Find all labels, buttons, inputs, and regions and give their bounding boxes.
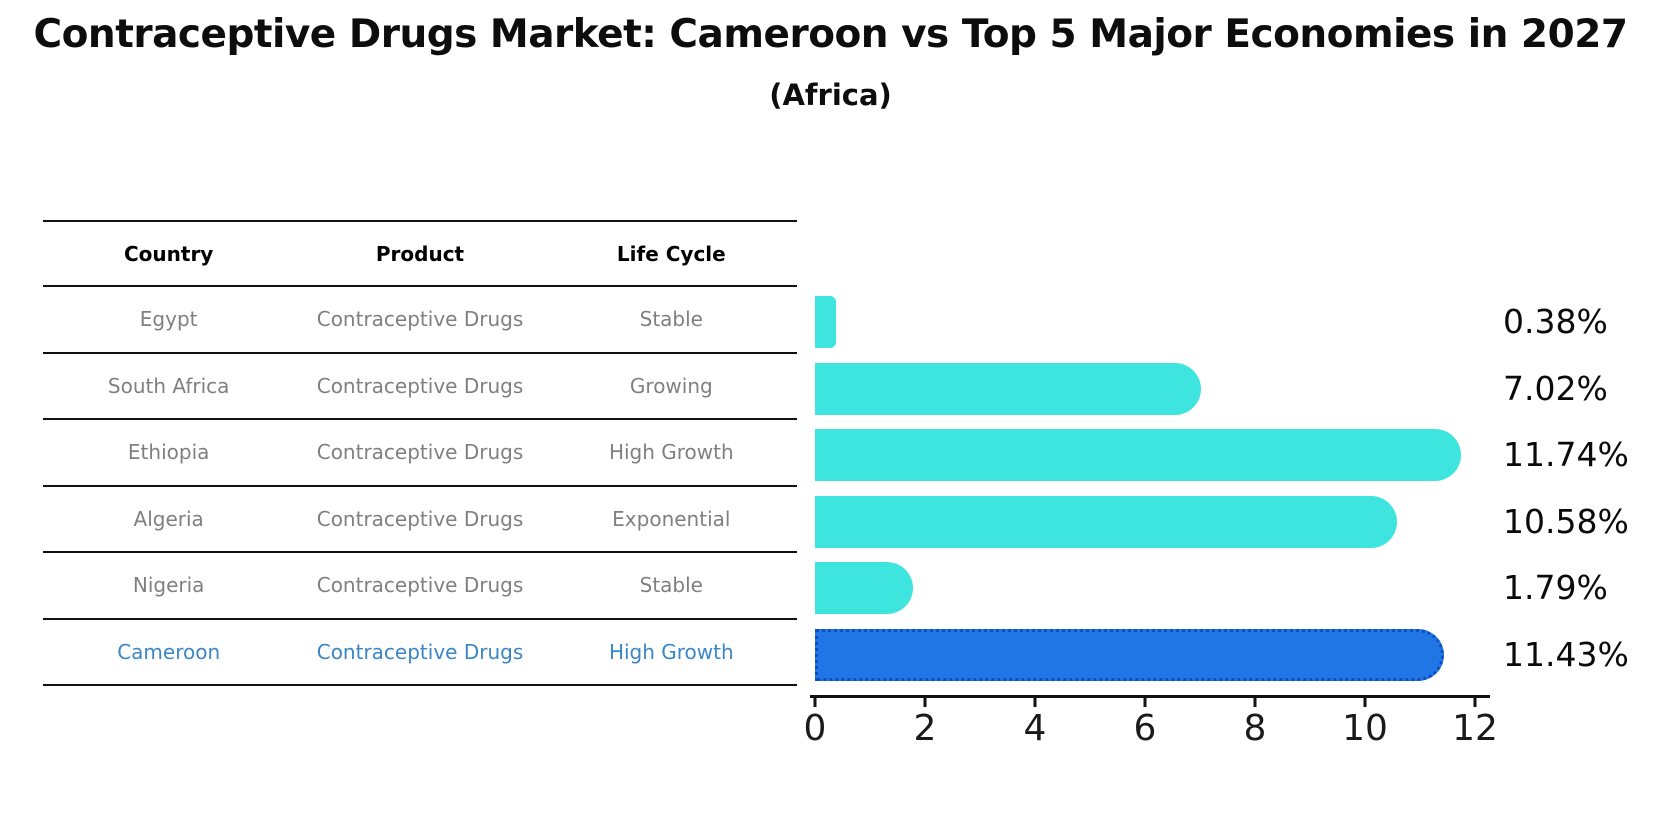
bar-row [815, 489, 1475, 556]
table-cell-lifecycle: Stable [639, 573, 703, 598]
x-axis-tick-label: 0 [803, 708, 827, 749]
bar-row [815, 289, 1475, 356]
x-axis-line [810, 695, 1490, 698]
column-header-country: Country [123, 241, 214, 266]
table-cell-product: Contraceptive Drugs [316, 573, 524, 598]
table-cell-country: Ethiopia [127, 440, 210, 465]
bar-value-label: 11.43% [1503, 634, 1629, 674]
bar-value-label: 0.38% [1503, 302, 1608, 341]
page-subtitle: (Africa) [769, 78, 892, 112]
x-axis-tick [923, 698, 927, 707]
x-axis-tick [1033, 698, 1037, 707]
bar-value-label: 1.79% [1503, 568, 1608, 607]
table-cell-country: South Africa [107, 373, 230, 398]
bar-algeria [815, 495, 1397, 548]
table-cell-product: Contraceptive Drugs [316, 506, 524, 531]
x-axis-tick [1473, 698, 1477, 707]
bar-value-label: 7.02% [1503, 368, 1608, 408]
table-cell-country: Nigeria [132, 573, 205, 598]
bar-value-labels: 0.38% 7.02% 11.74% 10.58% 1.79% 11.43% [1503, 289, 1659, 688]
x-axis-tick-label: 4 [1023, 708, 1047, 749]
table-header-row: Country Product Life Cycle [43, 220, 797, 287]
table-cell-product: Contraceptive Drugs [316, 639, 524, 664]
table-row: Nigeria Contraceptive Drugs Stable [43, 553, 797, 620]
column-header-product: Product [375, 241, 465, 266]
table-row: Ethiopia Contraceptive Drugs High Growth [43, 420, 797, 487]
bar-row [815, 422, 1475, 489]
page-title: Contraceptive Drugs Market: Cameroon vs … [33, 12, 1628, 57]
table-row: Cameroon Contraceptive Drugs High Growth [43, 620, 797, 686]
bar-row [815, 555, 1475, 622]
table-cell-lifecycle: Stable [639, 307, 703, 332]
bar-egypt [815, 296, 836, 348]
table-row: South Africa Contraceptive Drugs Growing [43, 354, 797, 420]
table-cell-lifecycle: Exponential [612, 506, 731, 531]
bar-cameroon [815, 628, 1444, 681]
table-cell-product: Contraceptive Drugs [316, 307, 524, 332]
x-axis-tick-label: 10 [1342, 708, 1388, 749]
table-body: Egypt Contraceptive Drugs Stable South Afri… [43, 287, 797, 686]
bar-south-africa [815, 362, 1202, 415]
bar-row [815, 622, 1475, 689]
table-cell-lifecycle: Growing [629, 373, 713, 398]
table-cell-lifecycle: High Growth [608, 440, 734, 465]
bar-value-label: 11.74% [1503, 435, 1629, 474]
table-cell-lifecycle: High Growth [608, 639, 734, 664]
x-axis-tick-label: 8 [1243, 708, 1267, 749]
bar-value-label: 10.58% [1503, 501, 1629, 541]
table-row: Egypt Contraceptive Drugs Stable [43, 287, 797, 354]
x-axis-tick [1253, 698, 1257, 707]
bar-series [815, 289, 1475, 688]
bar-nigeria [815, 562, 914, 614]
bar-ethiopia [815, 429, 1461, 481]
x-axis-tick-label: 12 [1452, 708, 1498, 749]
bar-row [815, 356, 1475, 423]
country-table: Country Product Life Cycle Egypt Contrace… [43, 220, 797, 686]
x-axis-tick [1143, 698, 1147, 707]
table-cell-product: Contraceptive Drugs [316, 373, 524, 398]
column-header-lifecycle: Life Cycle [616, 241, 726, 266]
x-axis-tick-label: 6 [1133, 708, 1157, 749]
table-row: Algeria Contraceptive Drugs Exponential [43, 487, 797, 553]
table-cell-country: Algeria [133, 506, 204, 531]
table-cell-country: Cameroon [117, 639, 221, 664]
x-axis-tick [813, 698, 817, 707]
x-axis-tick [1363, 698, 1367, 707]
x-axis: 0 2 4 6 8 10 12 [804, 695, 1498, 750]
x-axis-tick-label: 2 [913, 708, 937, 749]
table-cell-product: Contraceptive Drugs [316, 440, 524, 465]
table-cell-country: Egypt [139, 307, 198, 332]
